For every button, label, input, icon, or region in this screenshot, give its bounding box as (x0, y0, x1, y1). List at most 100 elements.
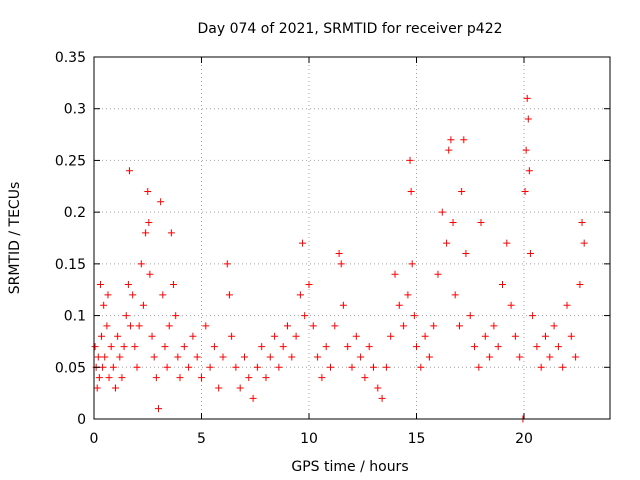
data-point (180, 343, 188, 351)
data-point (193, 353, 201, 361)
data-point (563, 301, 571, 309)
axis-ticks (93, 56, 610, 420)
data-point (490, 322, 498, 330)
data-points (91, 94, 588, 423)
data-point (245, 374, 253, 382)
data-point (104, 291, 112, 299)
data-point (120, 343, 128, 351)
data-point (576, 281, 584, 289)
data-point (185, 363, 193, 371)
data-point (578, 218, 586, 226)
data-point (118, 374, 126, 382)
data-point (253, 363, 261, 371)
data-point (165, 322, 173, 330)
data-point (335, 250, 343, 258)
data-point (400, 322, 408, 330)
data-point (232, 363, 240, 371)
data-point (314, 353, 322, 361)
data-point (434, 270, 442, 278)
y-tick-label: 0 (77, 412, 86, 428)
data-point (275, 363, 283, 371)
data-point (507, 301, 515, 309)
data-point (322, 343, 330, 351)
data-point (494, 343, 502, 351)
data-point (466, 312, 474, 320)
data-point (438, 208, 446, 216)
data-point (301, 312, 309, 320)
data-point (523, 94, 531, 102)
data-point (163, 363, 171, 371)
data-point (299, 239, 307, 247)
data-point (318, 374, 326, 382)
data-point (449, 218, 457, 226)
data-point (481, 332, 489, 340)
data-point (109, 363, 117, 371)
data-point (387, 332, 395, 340)
data-point (417, 363, 425, 371)
data-point (404, 291, 412, 299)
data-point (413, 343, 420, 351)
y-tick-label: 0.15 (55, 257, 86, 273)
data-point (296, 291, 304, 299)
data-point (499, 281, 506, 289)
data-point (223, 260, 231, 268)
y-tick-label: 0.35 (55, 50, 86, 66)
data-point (228, 332, 236, 340)
data-point (266, 353, 274, 361)
data-point (486, 353, 494, 361)
data-point (529, 312, 537, 320)
data-point (93, 384, 101, 392)
data-point (142, 229, 150, 237)
data-point (331, 322, 339, 330)
data-point (378, 394, 386, 402)
data-point (337, 260, 345, 268)
y-tick-label: 0.3 (64, 102, 86, 118)
data-point (112, 384, 119, 392)
data-point (524, 115, 532, 123)
data-point (443, 239, 451, 247)
data-point (451, 291, 459, 299)
data-point (382, 363, 390, 371)
data-point (554, 343, 562, 351)
data-point (144, 187, 152, 195)
data-point (172, 312, 180, 320)
y-tick-label: 0.2 (64, 205, 86, 221)
data-point (445, 146, 453, 154)
data-point (406, 156, 414, 164)
data-point (516, 353, 524, 361)
tick-labels: 0 0.05 0.1 0.15 0.2 0.25 0.3 0.35 0 5 10 15 20 (55, 50, 533, 447)
data-point (125, 167, 133, 175)
y-tick-label: 0.25 (55, 153, 86, 169)
data-point (522, 146, 530, 154)
data-point (421, 332, 429, 340)
data-point (511, 332, 519, 340)
data-point (305, 281, 313, 289)
data-point (546, 353, 554, 361)
data-point (202, 322, 210, 330)
data-point (210, 343, 218, 351)
data-point (124, 281, 132, 289)
data-point (477, 218, 485, 226)
data-point (475, 363, 483, 371)
data-point (155, 405, 162, 413)
data-point (91, 343, 99, 351)
data-point (176, 374, 184, 382)
data-point (139, 301, 147, 309)
x-tick-label: 20 (515, 431, 533, 447)
data-point (99, 363, 107, 371)
data-point (462, 250, 470, 258)
x-tick-label: 10 (300, 431, 318, 447)
data-point (550, 322, 558, 330)
data-point (471, 343, 479, 351)
data-point (425, 353, 433, 361)
data-point (161, 343, 169, 351)
data-point (408, 260, 416, 268)
data-point (533, 343, 541, 351)
data-point (129, 291, 137, 299)
data-point (135, 322, 143, 330)
data-point (559, 363, 567, 371)
data-point (407, 187, 415, 195)
data-point (101, 353, 109, 361)
data-point (215, 384, 223, 392)
